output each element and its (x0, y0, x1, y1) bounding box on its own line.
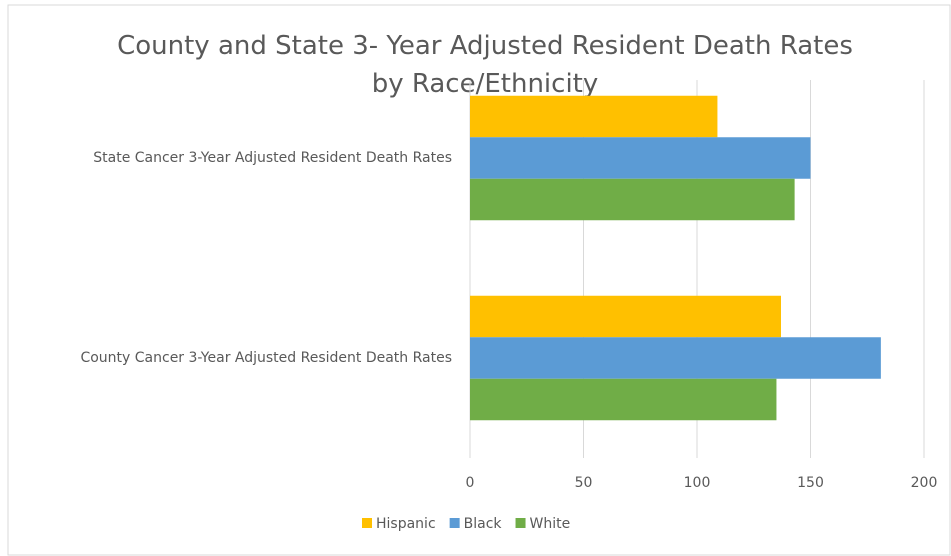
y-tick-label: County Cancer 3-Year Adjusted Resident D… (80, 350, 452, 366)
legend-label: Hispanic (376, 516, 436, 532)
x-tick-label: 50 (575, 475, 593, 491)
legend-label: White (530, 516, 571, 532)
chart-title: County and State 3- Year Adjusted Reside… (117, 31, 853, 99)
x-tick-label: 150 (797, 475, 824, 491)
legend-swatch (449, 518, 460, 528)
legend-label: Black (464, 516, 503, 532)
legend-swatch (515, 518, 526, 528)
bar (470, 378, 777, 421)
bar (470, 337, 881, 379)
bar (470, 295, 781, 338)
legend-swatch (362, 518, 372, 528)
bar (470, 178, 795, 221)
x-tick-label: 0 (466, 475, 475, 491)
x-tick-label: 200 (911, 475, 938, 491)
y-tick-label: State Cancer 3-Year Adjusted Resident De… (93, 150, 452, 166)
bar (470, 95, 718, 138)
bar (470, 137, 811, 179)
x-tick-label: 100 (684, 475, 711, 491)
